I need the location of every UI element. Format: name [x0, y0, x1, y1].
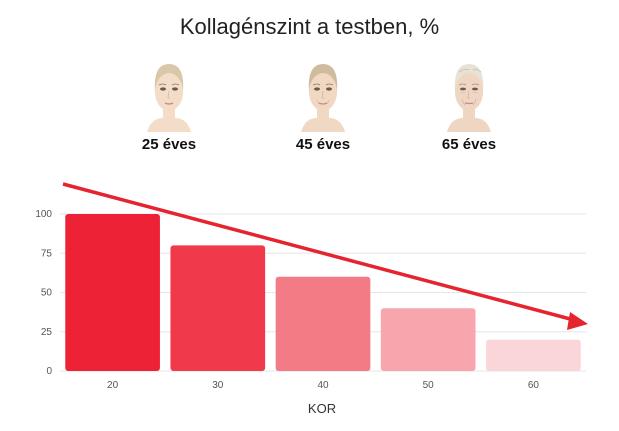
- bar-30: [170, 245, 266, 371]
- age-label-65: 65 éves: [441, 136, 497, 153]
- y-tick-label: 100: [35, 209, 52, 220]
- age-label-25: 25 éves: [141, 136, 197, 153]
- x-axis-ticks: 20 30 40 50 60: [107, 380, 539, 391]
- x-tick-label: 50: [423, 380, 435, 391]
- x-tick-label: 40: [317, 380, 329, 391]
- face-group-45: 45 éves: [268, 58, 378, 153]
- x-tick-label: 20: [107, 380, 119, 391]
- trend-arrow-head: [567, 312, 588, 330]
- age-label-45: 45 éves: [295, 136, 351, 153]
- young-face-icon: [147, 64, 191, 132]
- trend-arrow: [62, 182, 575, 322]
- bar-20: [65, 214, 160, 371]
- face-group-65: 65 éves: [414, 58, 524, 153]
- bar-60: [486, 339, 581, 371]
- bars: [65, 214, 581, 371]
- bar-50: [380, 308, 476, 371]
- x-tick-label: 30: [212, 380, 224, 391]
- face-group-25: 25 éves: [114, 58, 224, 153]
- y-tick-label: 50: [41, 288, 53, 299]
- y-tick-label: 75: [41, 248, 53, 259]
- x-axis-label: KOR: [308, 401, 336, 416]
- y-tick-label: 25: [41, 327, 53, 338]
- bar-40: [275, 276, 371, 371]
- x-tick-label: 60: [528, 380, 540, 391]
- y-axis-ticks: 0 25 50 75 100: [35, 209, 52, 377]
- y-tick-label: 0: [46, 366, 52, 377]
- elderly-face-icon: [447, 64, 491, 132]
- chart-title: Kollagénszint a testben, %: [179, 14, 440, 39]
- middle-aged-face-icon: [301, 64, 345, 132]
